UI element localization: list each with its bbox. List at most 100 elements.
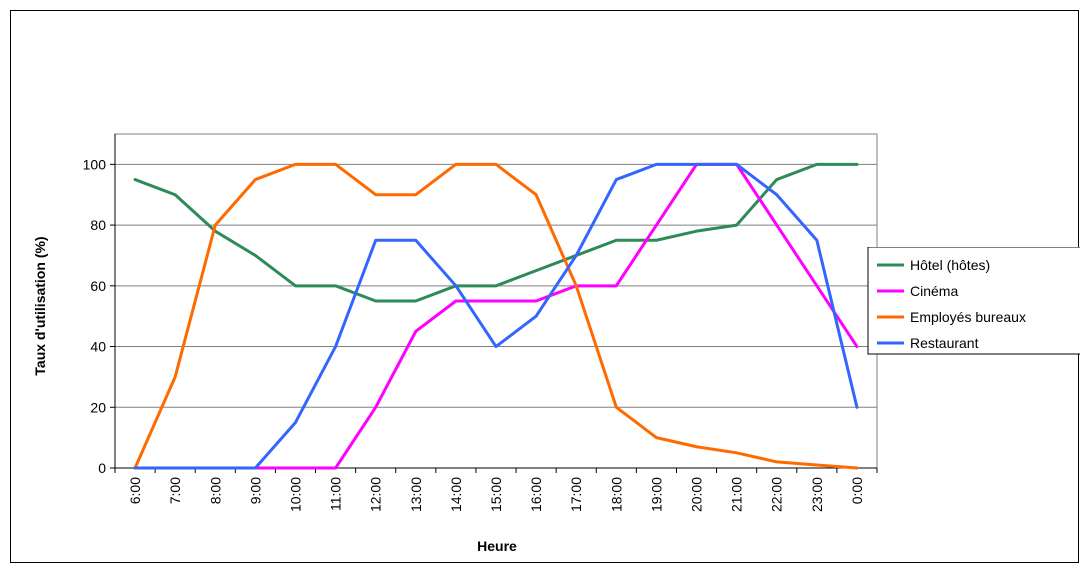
data-point (173, 193, 177, 196)
data-point (294, 284, 297, 288)
legend-label: Cinéma (910, 283, 958, 299)
data-point (655, 223, 658, 227)
data-point (855, 345, 859, 348)
x-tick-label: 13:00 (408, 477, 424, 512)
data-point (254, 466, 257, 470)
x-tick-label: 15:00 (488, 477, 504, 512)
data-point (815, 239, 819, 242)
x-tick-label: 23:00 (809, 477, 825, 512)
data-point (414, 299, 417, 303)
y-tick-label: 80 (90, 217, 106, 233)
data-point (294, 163, 297, 166)
x-tick-label: 10:00 (287, 477, 303, 512)
data-point (414, 193, 417, 196)
data-point (815, 163, 819, 166)
x-tick-label: 16:00 (528, 477, 544, 512)
plot-area: 0 20 40 60 80 100 6:00 7:00 8:00 9:00 10:00 11:00 12… (83, 133, 878, 512)
data-point (214, 466, 217, 470)
data-point (695, 163, 698, 166)
data-point (735, 451, 738, 455)
data-point (615, 239, 618, 242)
data-point (815, 284, 819, 288)
data-point (695, 229, 698, 233)
data-point (334, 345, 337, 348)
data-point (655, 163, 658, 166)
data-point (294, 421, 297, 424)
x-tick-label: 7:00 (167, 477, 183, 504)
data-point (414, 330, 417, 333)
data-point (775, 178, 778, 181)
y-tick-label: 40 (90, 339, 106, 355)
y-tick-label: 0 (98, 460, 106, 476)
y-tick-label: 60 (90, 278, 106, 294)
legend: Hôtel (hôtes) Cinéma Employés bureaux Resta… (867, 247, 1080, 355)
data-point (374, 193, 377, 196)
line-chart: 0 20 40 60 80 100 6:00 7:00 8:00 9:00 10:00 11:00 12… (32, 133, 1080, 554)
data-point (414, 239, 417, 242)
data-point (374, 239, 377, 242)
data-point (575, 254, 578, 257)
data-point (254, 178, 257, 181)
data-point (534, 193, 538, 196)
data-point (534, 299, 538, 303)
y-tick-label: 100 (83, 156, 107, 172)
data-point (173, 375, 177, 379)
data-point (334, 163, 337, 166)
data-point (454, 284, 458, 288)
x-tick-label: 0:00 (849, 477, 865, 504)
x-tick-label: 17:00 (568, 477, 584, 512)
data-point (855, 163, 859, 166)
data-point (254, 254, 257, 257)
data-point (454, 163, 458, 166)
data-point (494, 345, 498, 348)
legend-label: Employés bureaux (910, 309, 1026, 325)
data-point (494, 163, 498, 166)
x-tick-label: 20:00 (689, 477, 705, 512)
data-point (615, 284, 618, 288)
data-point (615, 178, 618, 181)
data-point (334, 466, 337, 470)
data-point (454, 299, 458, 303)
x-tick-label: 14:00 (448, 477, 464, 512)
data-point (695, 445, 698, 448)
data-point (494, 284, 498, 288)
x-tick-label: 11:00 (328, 477, 344, 511)
x-tick-label: 18:00 (608, 477, 624, 512)
x-axis-label: Heure (477, 538, 517, 554)
legend-label: Restaurant (910, 335, 979, 351)
legend-label: Hôtel (hôtes) (910, 257, 990, 273)
data-point (575, 284, 578, 288)
data-point (735, 163, 738, 166)
x-tick-label: 9:00 (247, 477, 263, 504)
data-point (534, 314, 538, 318)
data-point (133, 178, 137, 181)
data-point (655, 436, 658, 439)
data-point (855, 466, 859, 470)
data-point (214, 223, 217, 227)
data-point (294, 466, 297, 470)
data-point (334, 284, 337, 288)
data-point (655, 239, 658, 242)
x-tick-label: 6:00 (127, 477, 143, 504)
y-axis-label: Taux d'utilisation (%) (32, 236, 48, 375)
chart-container: 0 20 40 60 80 100 6:00 7:00 8:00 9:00 10:00 11:00 12… (10, 10, 1080, 563)
x-tick-label: 21:00 (729, 477, 745, 512)
data-point (775, 223, 778, 227)
data-point (735, 223, 738, 227)
data-point (534, 269, 538, 272)
x-tick-label: 19:00 (648, 477, 664, 512)
data-point (615, 406, 618, 409)
x-tick-label: 8:00 (207, 477, 223, 504)
data-point (855, 406, 859, 409)
data-point (374, 299, 377, 303)
x-tick-label: 12:00 (368, 477, 384, 512)
data-point (775, 193, 778, 196)
data-point (815, 463, 819, 467)
y-tick-label: 20 (90, 399, 106, 415)
data-point (374, 406, 377, 409)
data-point (775, 460, 778, 464)
data-point (494, 299, 498, 303)
data-point (173, 466, 177, 470)
x-tick-label: 22:00 (769, 477, 785, 512)
data-point (133, 466, 137, 470)
